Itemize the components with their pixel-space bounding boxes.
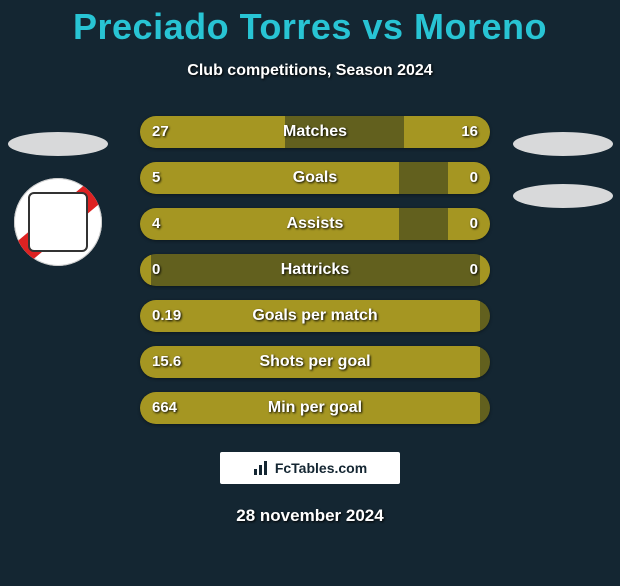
stat-value-left: 0.19 (152, 300, 181, 332)
stat-value-left: 15.6 (152, 346, 181, 378)
snapshot-date: 28 november 2024 (0, 506, 620, 526)
stat-value-right: 0 (470, 254, 478, 286)
stat-row: Shots per goal15.6 (140, 346, 490, 378)
player-photo-placeholder (8, 132, 108, 156)
site-badge[interactable]: FcTables.com (220, 452, 400, 484)
stat-value-left: 4 (152, 208, 160, 240)
stat-row: Assists4 0 (140, 208, 490, 240)
stat-label: Goals per match (140, 300, 490, 332)
right-player-column (505, 116, 620, 208)
site-label: FcTables.com (275, 460, 367, 476)
stat-row: Goals5 0 (140, 162, 490, 194)
stat-bars: Matches2716Goals50Assists40Hattricks00Go… (140, 116, 490, 438)
stat-label: Matches (140, 116, 490, 148)
stat-value-left: 5 (152, 162, 160, 194)
page-subtitle: Club competitions, Season 2024 (0, 62, 620, 80)
left-club-crest (14, 178, 102, 266)
stat-value-left: 27 (152, 116, 169, 148)
stat-value-left: 0 (152, 254, 160, 286)
stat-row: Goals per match0.19 (140, 300, 490, 332)
stat-value-right: 0 (470, 208, 478, 240)
stat-row: Matches27 16 (140, 116, 490, 148)
stat-value-right: 16 (461, 116, 478, 148)
club-crest-placeholder (513, 184, 613, 208)
stat-row: Hattricks0 0 (140, 254, 490, 286)
page-title: Preciado Torres vs Moreno (0, 6, 620, 48)
stat-value-right: 0 (470, 162, 478, 194)
stat-row: Min per goal664 (140, 392, 490, 424)
stat-label: Shots per goal (140, 346, 490, 378)
left-player-column (0, 116, 115, 266)
stat-value-left: 664 (152, 392, 177, 424)
stat-label: Min per goal (140, 392, 490, 424)
stat-label: Goals (140, 162, 490, 194)
chart-icon (253, 459, 271, 477)
crest-shield (28, 192, 88, 252)
player-photo-placeholder (513, 132, 613, 156)
stat-label: Hattricks (140, 254, 490, 286)
stat-label: Assists (140, 208, 490, 240)
